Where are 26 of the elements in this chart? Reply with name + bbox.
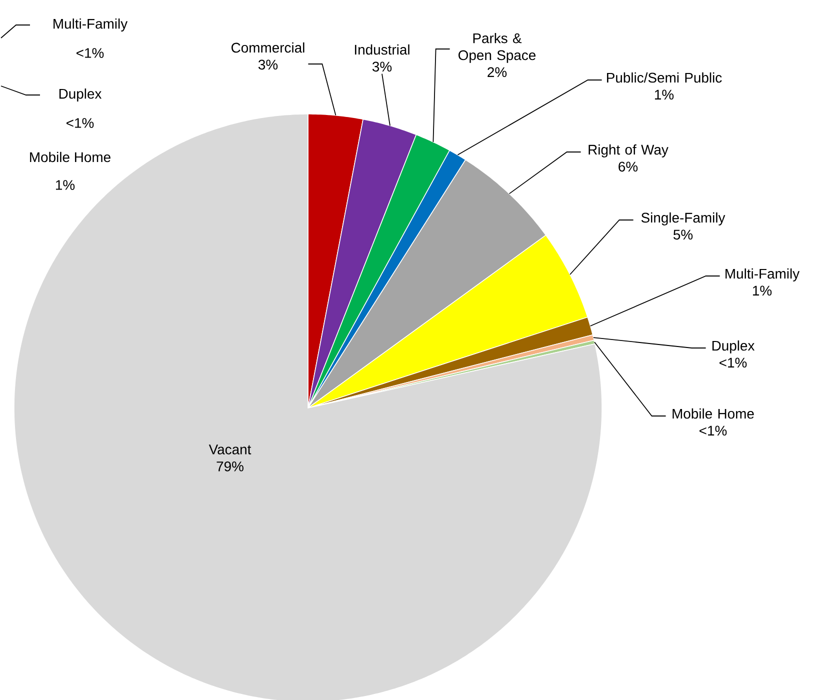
- data-label: <1%: [700, 426, 727, 436]
- slice-label: Duplex: [712, 340, 755, 354]
- data-label: 3%: [258, 60, 278, 70]
- slice-label: Industrial: [354, 44, 410, 55]
- text: Mobile Home: [30, 152, 110, 162]
- data-label: 6%: [618, 162, 638, 172]
- text: 1%: [56, 180, 75, 190]
- data-label: 1%: [654, 90, 674, 100]
- data-label: 1%: [752, 286, 772, 296]
- slice-label: Parks & Open Space: [458, 32, 536, 63]
- slice-label: Mobile Home: [672, 408, 754, 419]
- data-label: 3%: [372, 62, 392, 72]
- text: <1%: [66, 118, 94, 128]
- slice-label: Right of Way: [588, 144, 668, 158]
- text: Duplex: [59, 88, 102, 102]
- slice-label: Single-Family: [641, 212, 726, 226]
- slice-label: Multi-Family: [726, 268, 800, 282]
- data-label: 5%: [673, 230, 693, 240]
- slice-label: Public/Semi Public: [607, 72, 722, 83]
- data-label: 2%: [488, 67, 507, 78]
- slice-label: Vacant: [208, 444, 252, 454]
- slice-label: Commercial: [232, 42, 304, 53]
- data-label: 79%: [216, 461, 244, 472]
- data-label: <1%: [720, 358, 747, 368]
- text: <1%: [76, 48, 104, 58]
- text: Multi-Family: [54, 18, 128, 32]
